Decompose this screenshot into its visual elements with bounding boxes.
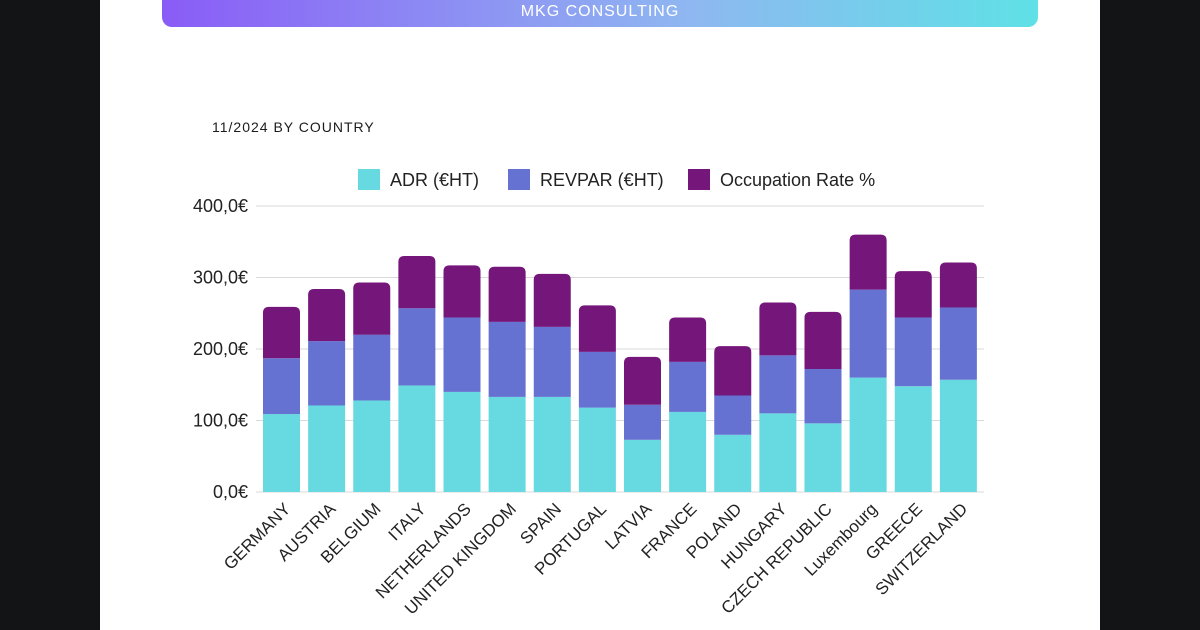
bar-segment-occupation-rate [849,234,887,290]
bar-segment-adr [263,414,300,492]
bar-segment-adr [308,405,346,492]
legend-label: ADR (€HT) [390,170,479,190]
bar-segment-occupation-rate [759,302,797,356]
bar-segment-adr [759,413,797,492]
bar-segment-revpar [759,355,797,414]
bar-segment-revpar [849,289,887,378]
bar-segment-adr [894,386,932,492]
bar-segment-occupation-rate [624,356,661,405]
brand-banner: MKG CONSULTING [162,0,1038,27]
bar-segment-revpar [939,307,977,380]
bar-segment-revpar [308,341,346,406]
bar-segment-adr [353,400,391,492]
bar-segment-adr [939,379,977,492]
legend-swatch [508,169,530,190]
y-tick-label: 300,0€ [193,268,248,288]
bar-segment-occupation-rate [488,266,526,322]
bar-segment-revpar [533,326,571,397]
y-tick-label: 100,0€ [193,411,248,431]
bar-segment-occupation-rate [714,346,752,396]
legend-swatch [688,169,710,190]
bar-segment-revpar [353,334,391,401]
bar-segment-revpar [669,361,707,412]
bar-segment-adr [849,377,887,492]
legend-swatch [358,169,380,190]
bar-segment-revpar [578,351,616,408]
bar-segment-adr [398,385,436,492]
bar-segment-adr [714,434,752,492]
y-tick-label: 200,0€ [193,339,248,359]
bar-segment-adr [443,391,481,492]
bar-segment-occupation-rate [669,317,707,362]
bar-segment-revpar [894,317,932,387]
bar-segment-adr [804,423,842,492]
bar-segment-revpar [714,395,752,435]
chart-subtitle: 11/2024 BY COUNTRY [212,119,375,135]
bar-segment-occupation-rate [804,311,842,370]
x-category-label: GERMANY [220,499,294,573]
y-tick-label: 400,0€ [193,196,248,216]
bar-segment-adr [488,396,526,492]
bar-segment-occupation-rate [443,265,481,318]
bar-segment-occupation-rate [533,273,571,327]
y-tick-label: 0,0€ [213,482,248,502]
bar-segment-occupation-rate [398,256,436,309]
bar-segment-occupation-rate [308,288,346,342]
bar-segment-occupation-rate [939,262,977,308]
bar-segment-occupation-rate [263,306,300,359]
bar-segment-adr [578,407,616,492]
bar-segment-occupation-rate [353,282,391,335]
legend-label: Occupation Rate % [720,170,875,190]
bar-segment-occupation-rate [578,305,616,352]
legend-label: REVPAR (€HT) [540,170,664,190]
bar-segment-revpar [488,321,526,397]
bar-segment-occupation-rate [894,271,932,318]
bar-segment-adr [533,396,571,492]
bar-segment-adr [624,439,661,492]
bar-segment-revpar [624,404,661,440]
bar-segment-revpar [804,369,842,424]
bar-segment-adr [669,411,707,492]
bar-segment-revpar [398,308,436,386]
bar-segment-revpar [443,317,481,392]
bar-segment-revpar [263,358,300,415]
